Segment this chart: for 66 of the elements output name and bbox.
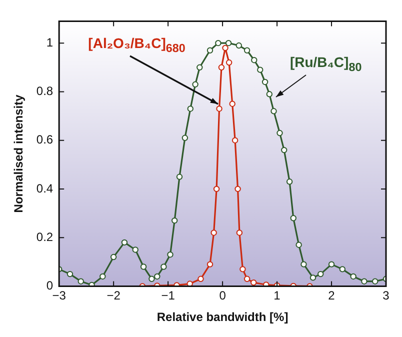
point bbox=[300, 261, 307, 268]
point bbox=[167, 251, 174, 258]
point bbox=[286, 178, 293, 185]
point bbox=[257, 66, 264, 73]
x-tick-label: −2 bbox=[106, 288, 121, 303]
point bbox=[66, 270, 74, 278]
x-tick-label: 1 bbox=[274, 288, 281, 303]
point bbox=[240, 266, 246, 272]
y-tick-label: 0.2 bbox=[36, 230, 54, 244]
point bbox=[100, 273, 106, 280]
point bbox=[244, 47, 250, 54]
point bbox=[210, 230, 217, 236]
annotation: [Al₂O₃/B₄C]$_{680}$ bbox=[88, 34, 186, 57]
point bbox=[78, 278, 84, 284]
point bbox=[198, 276, 204, 282]
point bbox=[121, 239, 128, 246]
point bbox=[229, 100, 236, 107]
point bbox=[182, 134, 188, 141]
point bbox=[160, 264, 167, 270]
y-tick-label: 0.6 bbox=[36, 132, 54, 147]
x-tick-label: 0 bbox=[219, 288, 226, 303]
point bbox=[361, 278, 368, 284]
point bbox=[339, 266, 346, 272]
y-tick-label: 0.4 bbox=[36, 181, 54, 196]
point bbox=[215, 40, 222, 46]
point bbox=[244, 276, 250, 282]
point bbox=[234, 186, 241, 192]
x-tick-label: 3 bbox=[382, 288, 390, 303]
y-axis-title: Normalised intensity bbox=[12, 94, 26, 213]
point bbox=[213, 186, 220, 192]
point bbox=[251, 57, 258, 64]
point bbox=[266, 91, 272, 98]
point bbox=[318, 270, 324, 278]
point bbox=[154, 273, 160, 280]
point bbox=[262, 78, 268, 86]
point bbox=[281, 146, 288, 154]
point bbox=[372, 278, 378, 284]
point bbox=[236, 42, 242, 49]
point bbox=[350, 273, 356, 280]
point bbox=[276, 130, 283, 136]
point bbox=[236, 230, 243, 236]
point bbox=[176, 174, 183, 180]
point bbox=[296, 242, 302, 248]
annotation: [Ru/B₄C]$_{80}$ bbox=[290, 52, 362, 76]
point bbox=[232, 137, 238, 144]
x-axis-title: Relative bandwidth [%] bbox=[156, 310, 288, 324]
point bbox=[310, 274, 316, 281]
point bbox=[206, 261, 214, 268]
point bbox=[132, 246, 138, 253]
y-tick-label: 0 bbox=[46, 278, 54, 293]
y-tick-label: 1 bbox=[46, 35, 54, 50]
point bbox=[222, 44, 228, 52]
x-tick-label: 2 bbox=[328, 288, 336, 303]
point bbox=[148, 276, 155, 282]
point bbox=[140, 264, 147, 270]
point bbox=[250, 279, 257, 286]
point bbox=[290, 215, 296, 222]
point bbox=[225, 40, 232, 46]
x-tick-label: −3 bbox=[52, 288, 66, 303]
point bbox=[270, 108, 277, 114]
x-tick-label: −1 bbox=[161, 288, 176, 303]
point bbox=[110, 254, 117, 260]
point bbox=[328, 261, 335, 268]
point bbox=[171, 217, 178, 224]
point bbox=[226, 59, 232, 66]
y-tick-label: 0.8 bbox=[36, 84, 54, 98]
